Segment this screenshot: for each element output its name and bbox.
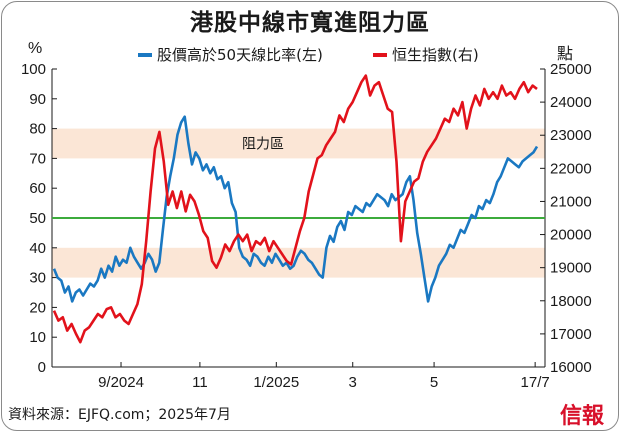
left-axis-unit: % [28, 40, 43, 57]
left-tick-label: 100 [21, 61, 46, 78]
right-tick-label: 16000 [550, 359, 592, 376]
right-tick-label: 21000 [550, 193, 592, 210]
x-tick-label: 3 [349, 374, 357, 391]
x-tick-label: 1/2025 [253, 374, 299, 391]
right-tick-label: 24000 [550, 94, 592, 111]
right-tick-label: 17000 [550, 326, 592, 343]
left-tick-label: 50 [29, 210, 46, 227]
series-line-breadth [52, 115, 539, 303]
right-tick-label: 18000 [550, 293, 592, 310]
x-tick-label: 9/2024 [98, 374, 144, 391]
left-tick-label: 60 [29, 180, 46, 197]
x-tick-label: 5 [430, 374, 438, 391]
right-tick-label: 25000 [550, 61, 592, 78]
source-note: 資料來源：EJFQ.com；2025年7月 [8, 407, 231, 423]
chart-title: 港股中線市寬進阻力區 [190, 10, 430, 36]
left-tick-label: 0 [38, 359, 46, 376]
left-tick-label: 10 [29, 329, 46, 346]
resistance-band-0 [52, 128, 545, 159]
x-tick-label: 11 [192, 374, 208, 391]
resistance-band-label: 阻力區 [242, 137, 284, 153]
legend-item-hsi: 恒生指數(右) [373, 44, 479, 65]
right-tick-label: 23000 [550, 127, 592, 144]
chart-legend: 股價高於50天線比率(左) 恒生指數(右) [0, 44, 620, 66]
legend-label-hsi: 恒生指數(右) [392, 46, 479, 64]
legend-label-breadth: 股價高於50天線比率(左) [157, 46, 323, 64]
brand-logo: 信報 [560, 403, 605, 429]
series-line-hsi [52, 74, 538, 344]
legend-item-breadth: 股價高於50天線比率(左) [138, 44, 323, 65]
right-tick-label: 19000 [550, 260, 592, 277]
x-tick-label: 17/7 [521, 374, 550, 391]
legend-swatch-breadth [138, 52, 152, 57]
legend-swatch-hsi [373, 52, 387, 57]
left-tick-label: 20 [29, 299, 46, 316]
right-tick-label: 20000 [550, 227, 592, 244]
left-tick-label: 80 [29, 121, 46, 138]
right-tick-label: 22000 [550, 160, 592, 177]
left-tick-label: 90 [29, 91, 46, 108]
left-tick-label: 40 [29, 240, 46, 257]
right-axis-unit: 點 [557, 44, 574, 63]
left-tick-label: 30 [29, 270, 46, 287]
left-tick-label: 70 [29, 150, 46, 167]
